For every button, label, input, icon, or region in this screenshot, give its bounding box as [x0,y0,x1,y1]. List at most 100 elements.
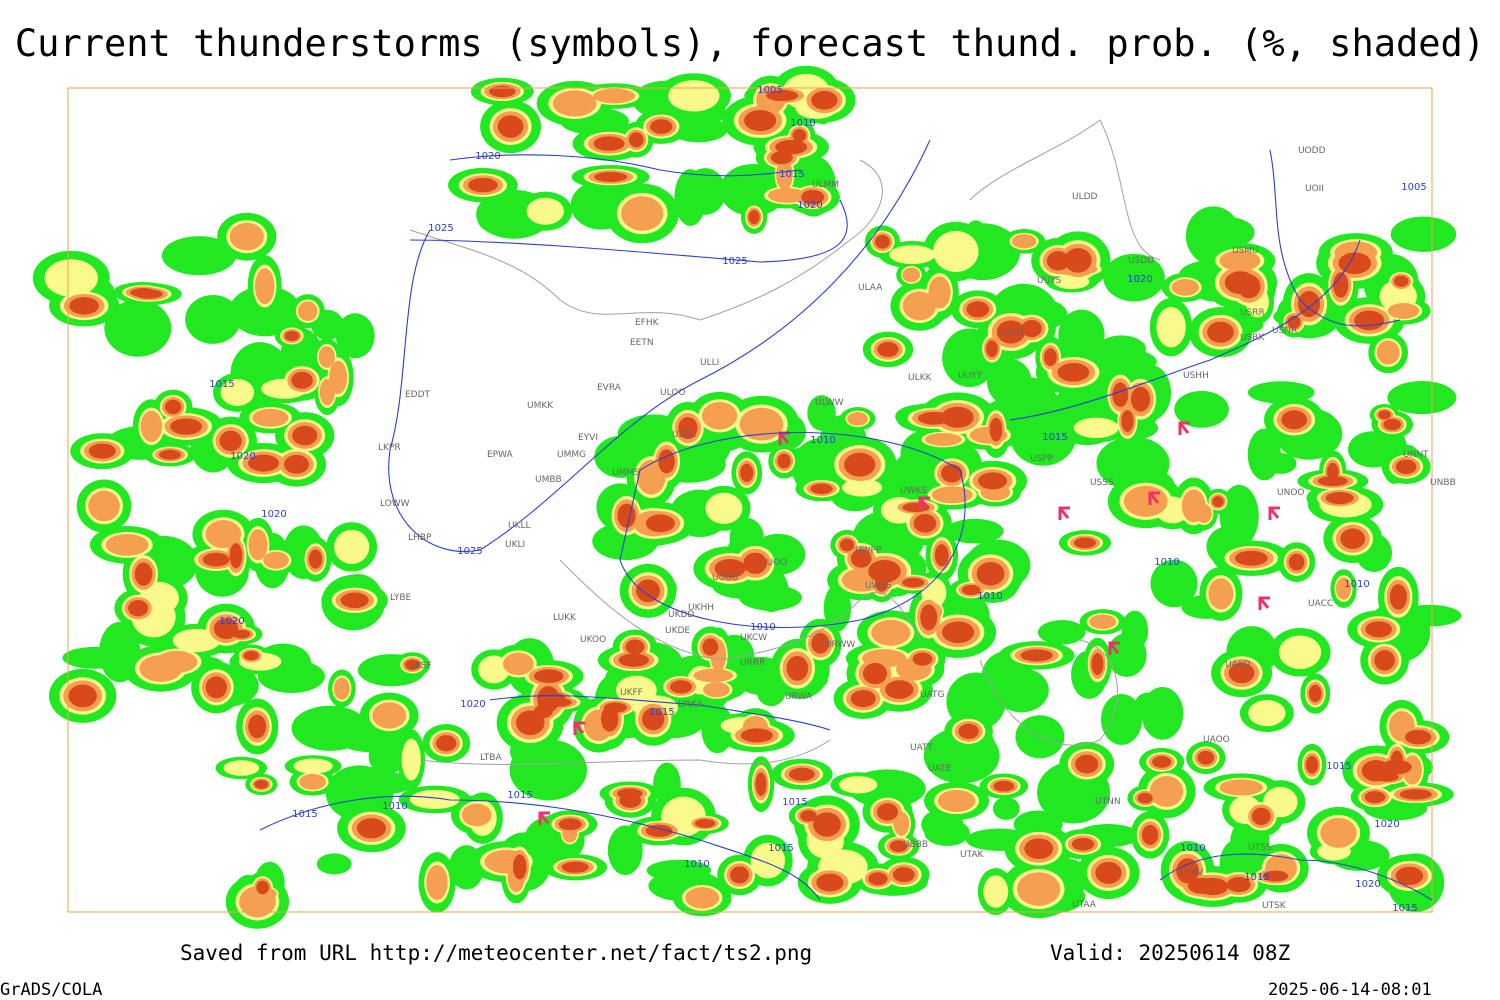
shading-blob [636,459,666,495]
isobar-label: 1010 [1344,579,1369,590]
station-label: ULDD [1072,192,1098,202]
shading-blob [871,619,911,646]
isobar-label: 1010 [750,622,775,633]
shading-blob [739,407,784,441]
shading-blob [1156,306,1186,348]
shading-blob [254,268,275,305]
shading-blob [243,650,259,661]
isobar-label: 1015 [292,809,317,820]
shading-blob [775,139,808,155]
shading-blob [892,867,915,883]
shading-blob [976,561,1005,586]
shading-blob [248,714,267,739]
isobar-label: 1010 [1180,843,1205,854]
shading-blob [1021,320,1042,338]
shading-blob [925,433,962,446]
isobar-label: 1020 [261,509,286,520]
station-label: LUKK [553,613,577,623]
station-label: URWA [785,692,813,702]
shading-blob [862,649,907,668]
shading-blob [1338,252,1372,275]
shading-blob [714,559,746,578]
thunderstorm-symbol [538,811,550,825]
shading-blob [847,412,868,426]
shading-blob [1265,453,1297,474]
shading-blob [862,662,888,685]
station-label: USRR [1240,308,1265,318]
shading-blob [1383,418,1402,431]
shading-blob [537,686,560,713]
shading-blob [740,728,773,743]
shading-blob [893,811,910,836]
isobar-label: 1015 [779,169,804,180]
station-label: ULAA [858,283,883,293]
station-label: LTBA [480,753,502,763]
coastline [419,739,831,765]
shading-blob [885,680,914,699]
station-label: UKDE [665,626,690,636]
shading-blob [1149,776,1184,807]
shading-blob [966,301,990,318]
station-label: UTAK [960,850,985,860]
station-label: UTSS [1248,843,1272,853]
station-label: UUOB [712,573,738,583]
shading-blob [594,171,628,183]
shading-blob [1389,584,1407,610]
shading-blob [628,132,644,148]
shading-blob [750,842,786,879]
shading-blob [617,503,636,528]
shading-blob [436,735,457,752]
station-label: ULLI [700,358,719,368]
shading-blob [461,803,492,827]
shading-blob [516,710,545,736]
shading-blob [1121,610,1149,651]
shading-blob [985,340,998,358]
shading-blob [1390,216,1457,252]
shading-blob [68,684,97,708]
shading-blob [684,168,726,215]
shading-blob [1089,614,1117,630]
shading-blob [248,529,268,561]
shading-blob [1361,760,1391,782]
shading-blob [748,210,760,225]
coastline [969,119,1161,261]
isobar-label: 1015 [1042,432,1067,443]
shading-blob [1395,866,1424,886]
shading-blob [1278,635,1322,670]
shading-blob [621,196,664,231]
shading-blob [902,291,937,321]
shading-blob [509,739,587,801]
shading-blob [1387,380,1457,415]
shading-blob [961,584,981,595]
isobar-label: 1015 [649,707,674,718]
shading-blob [1196,877,1229,896]
shading-blob [642,707,665,731]
station-label: EETN [630,338,654,348]
thunderstorm-symbol [1108,641,1120,655]
shading-blob [263,551,289,569]
shading-blob [1058,309,1105,361]
shading-blob [1281,410,1307,430]
shading-blob [844,452,876,477]
station-label: UKLL [508,521,531,531]
shading-blob [1399,789,1432,800]
shading-blob [920,604,938,631]
shading-blob [134,562,153,586]
shading-blob [213,618,239,640]
valid-time: Valid: 20250614 08Z [1050,941,1290,965]
shading-blob [593,136,625,151]
shading-blob [1150,559,1198,608]
shading-blob [1057,362,1090,382]
shading-blob [868,872,888,886]
thunderstorm-symbol [1258,596,1270,610]
shading-blob [786,655,809,681]
shading-blob [570,180,633,230]
shading-blob [992,797,1020,820]
station-label: UWKS [900,486,927,496]
shading-blob [755,772,767,796]
shading-blob [902,502,930,513]
shading-blob [800,810,817,822]
shading-blob [1333,272,1349,298]
isobar-label: 1010 [1154,557,1179,568]
